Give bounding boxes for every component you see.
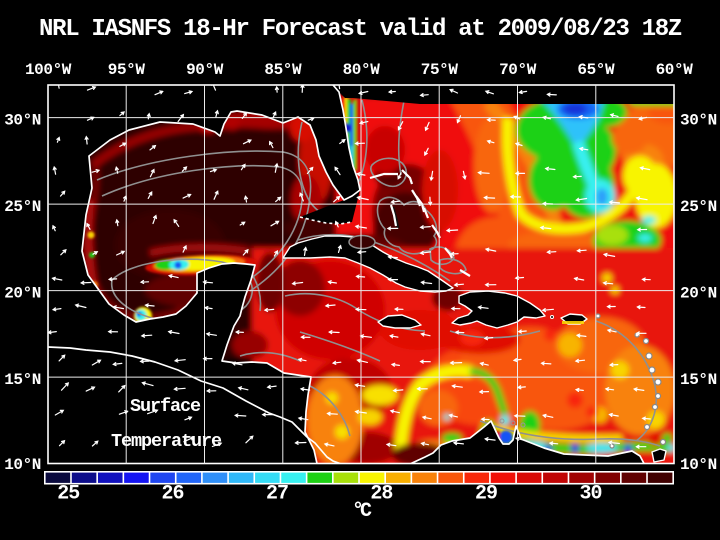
svg-text:60°W: 60°W: [656, 61, 694, 79]
svg-text:29: 29: [475, 483, 497, 506]
svg-text:28: 28: [370, 483, 392, 506]
svg-text:100°W: 100°W: [25, 61, 72, 79]
svg-text:10°N: 10°N: [680, 456, 717, 474]
svg-text:30°N: 30°N: [680, 112, 717, 130]
svg-text:65°W: 65°W: [577, 61, 615, 79]
svg-text:80°W: 80°W: [343, 61, 381, 79]
svg-text:15°N: 15°N: [680, 371, 717, 389]
svg-text:25°N: 25°N: [680, 198, 717, 216]
svg-text:20°N: 20°N: [4, 285, 41, 303]
svg-text:30: 30: [579, 483, 601, 506]
svg-text:27: 27: [266, 483, 288, 506]
svg-text:NRL IASNFS 18-Hr Forecast val: NRL IASNFS 18-Hr Forecast valid at 2009/…: [39, 16, 682, 43]
svg-text:85°W: 85°W: [264, 61, 302, 79]
svg-text:15°N: 15°N: [4, 371, 41, 389]
svg-text:26: 26: [161, 483, 183, 506]
svg-text:70°W: 70°W: [499, 61, 537, 79]
svg-text:25: 25: [57, 483, 79, 506]
svg-text:20°N: 20°N: [680, 285, 717, 303]
svg-text:25°N: 25°N: [4, 198, 41, 216]
svg-text:Surface: Surface: [130, 396, 201, 417]
svg-text:90°W: 90°W: [186, 61, 224, 79]
svg-text:30°N: 30°N: [4, 112, 41, 130]
svg-text:95°W: 95°W: [108, 61, 146, 79]
svg-text:75°W: 75°W: [421, 61, 459, 79]
svg-text:Temperature: Temperature: [111, 431, 222, 452]
svg-text:10°N: 10°N: [4, 456, 41, 474]
